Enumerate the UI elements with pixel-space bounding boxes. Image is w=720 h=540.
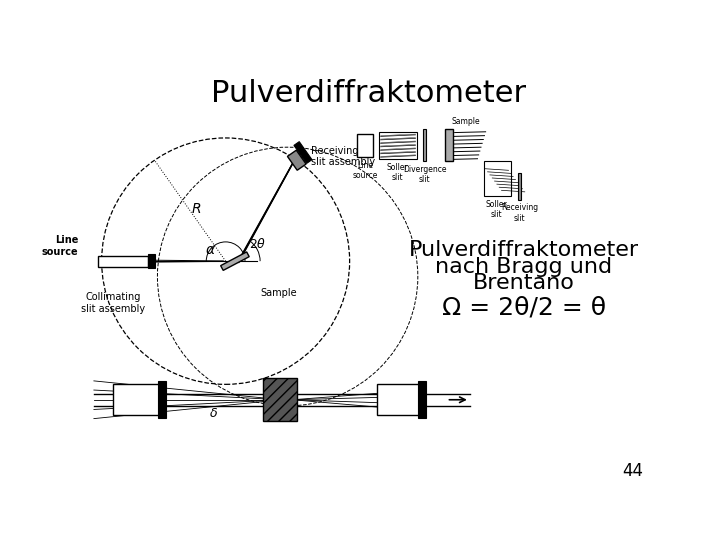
Bar (263, 378, 297, 421)
Polygon shape (294, 141, 312, 164)
Text: R: R (192, 202, 201, 216)
Text: Receiving
slit: Receiving slit (501, 204, 538, 223)
Bar (98, 256, 148, 267)
Text: Receiving
slit assembly: Receiving slit assembly (311, 146, 375, 167)
Text: $2\theta$: $2\theta$ (250, 237, 267, 251)
Text: Line
source: Line source (42, 235, 78, 256)
Bar (445, 129, 453, 161)
Text: 44: 44 (622, 462, 643, 481)
Bar (148, 254, 155, 268)
Bar (484, 161, 510, 195)
Bar (423, 129, 426, 161)
Text: Ω = 2θ/2 = θ: Ω = 2θ/2 = θ (442, 295, 606, 319)
Bar (113, 384, 160, 415)
Text: Pulverdiffraktometer: Pulverdiffraktometer (212, 79, 526, 107)
Bar (518, 173, 521, 200)
Text: Brentano: Brentano (473, 273, 575, 293)
Polygon shape (220, 252, 249, 271)
Text: Sample: Sample (451, 117, 480, 126)
Text: Line
source: Line source (352, 161, 378, 180)
Text: $\alpha$: $\alpha$ (204, 244, 215, 258)
Text: Collimating
slit assembly: Collimating slit assembly (81, 292, 145, 314)
Text: Divergence
slit: Divergence slit (403, 165, 446, 184)
Text: Soller
slit: Soller slit (486, 200, 508, 219)
Bar (377, 384, 419, 415)
Text: Soller
slit: Soller slit (387, 163, 408, 182)
Bar (379, 132, 417, 159)
Text: Sample: Sample (261, 288, 297, 298)
Polygon shape (287, 150, 306, 170)
Bar (263, 378, 297, 421)
Text: $\delta$: $\delta$ (210, 407, 219, 420)
Bar (357, 134, 373, 157)
Text: Pulverdiffraktometer: Pulverdiffraktometer (409, 240, 639, 260)
Bar (418, 381, 426, 418)
Text: nach Bragg und: nach Bragg und (436, 256, 613, 276)
Bar (158, 381, 166, 418)
